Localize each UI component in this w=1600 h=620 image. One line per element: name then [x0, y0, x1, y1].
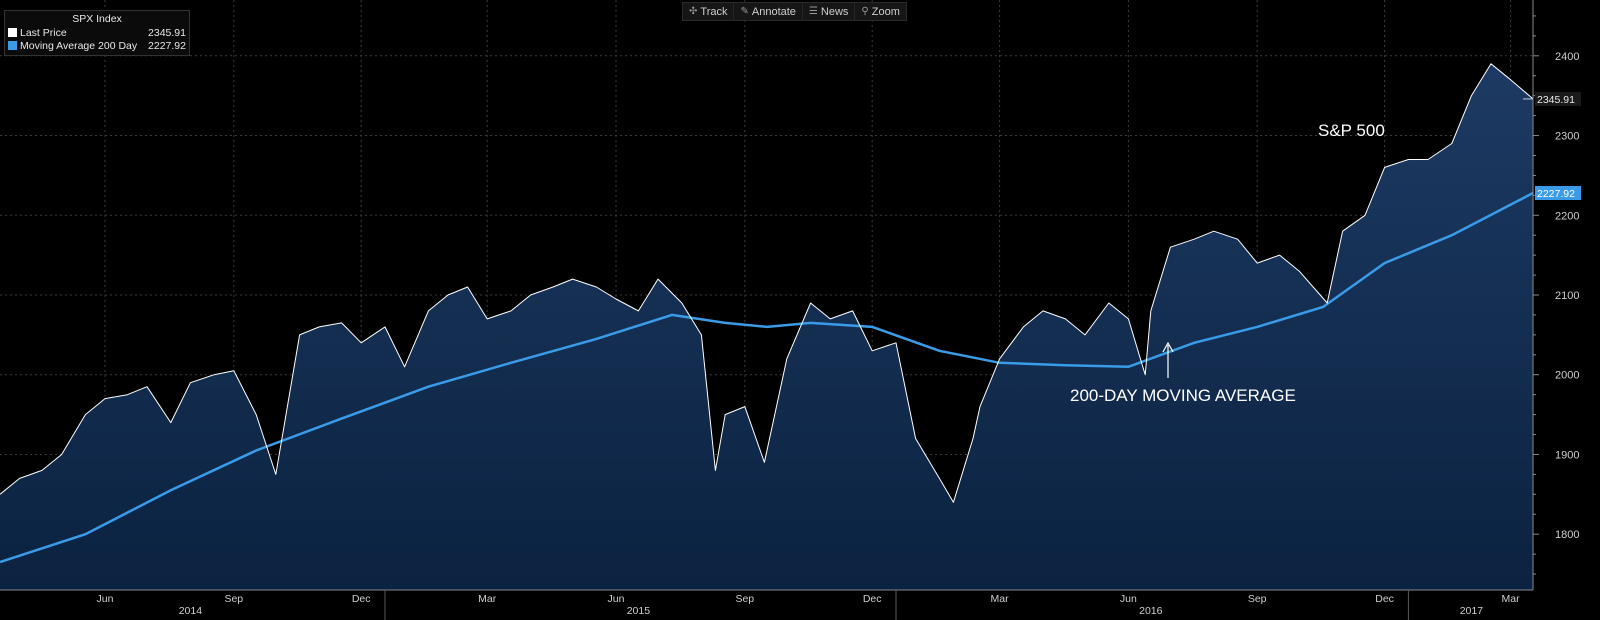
y-tick-label: 2100 — [1555, 290, 1579, 302]
legend-title: SPX Index — [72, 13, 122, 25]
moving-average-axis-label: 2227.92 — [1537, 188, 1575, 200]
price-area-fill — [0, 63, 1533, 591]
x-year-label: 2015 — [627, 605, 651, 617]
x-tick-label: Mar — [478, 593, 497, 605]
y-tick-label: 2000 — [1555, 370, 1579, 382]
x-tick-label: Sep — [224, 593, 243, 605]
news-icon: ☰ — [808, 6, 818, 17]
annotation-arrow — [1162, 341, 1174, 378]
chart-legend: SPX Index Last Price 2345.91 Moving Aver… — [4, 10, 190, 56]
pencil-icon: ✎ — [740, 6, 749, 17]
x-tick-label: Dec — [1375, 593, 1394, 605]
crosshair-icon: ✣ — [689, 6, 698, 17]
last-price-swatch — [8, 28, 17, 37]
x-tick-label: Mar — [991, 593, 1010, 605]
last-price-axis-label: 2345.91 — [1537, 94, 1575, 106]
last-price-axis-label-bg — [1535, 91, 1581, 106]
x-year-label: 2017 — [1460, 605, 1484, 617]
x-tick-label: Dec — [352, 593, 371, 605]
x-tick-label: Dec — [863, 593, 882, 605]
annotate-button[interactable]: ✎ Annotate — [734, 3, 803, 20]
news-button[interactable]: ☰ News — [803, 3, 856, 20]
x-year-label: 2014 — [179, 605, 203, 617]
moving-average-axis-label-bg — [1535, 186, 1581, 201]
x-tick-label: Mar — [1502, 593, 1521, 605]
moving-average-annotation: 200-DAY MOVING AVERAGE — [1070, 386, 1296, 405]
track-label: Track — [700, 5, 728, 18]
y-tick-label: 1800 — [1555, 529, 1579, 541]
legend-item-value: 2345.91 — [148, 26, 186, 39]
zoom-label: Zoom — [871, 5, 900, 18]
x-axis: Jun Sep Dec Mar Jun Sep Dec Mar Jun Sep Dec Mar 2014… — [0, 589, 1533, 620]
y-tick-label: 2400 — [1555, 51, 1579, 63]
x-tick-label: Jun — [97, 593, 114, 605]
x-tick-label: Jun — [608, 593, 625, 605]
legend-item-label: Last Price — [20, 26, 67, 39]
x-year-label: 2016 — [1139, 605, 1163, 617]
y-tick-label: 2200 — [1555, 210, 1579, 222]
moving-average-swatch — [8, 41, 17, 50]
magnifier-icon: ⚲ — [861, 6, 869, 17]
y-tick-label: 1900 — [1555, 449, 1579, 461]
chart-toolbar: ✣ Track ✎ Annotate ☰ News ⚲ Zoom — [682, 2, 907, 21]
moving-average-line[interactable] — [0, 191, 1534, 564]
y-axis: 1800 1900 2000 2100 2200 2300 2400 — [1532, 0, 1579, 590]
last-price-line[interactable] — [0, 63, 1534, 503]
track-button[interactable]: ✣ Track — [683, 3, 735, 20]
zoom-button[interactable]: ⚲ Zoom — [855, 3, 905, 20]
news-label: News — [820, 5, 849, 18]
x-tick-label: Jun — [1120, 593, 1137, 605]
y-tick-label: 2300 — [1555, 131, 1579, 143]
x-tick-label: Sep — [735, 593, 754, 605]
legend-item-moving-average[interactable]: Moving Average 200 Day 2227.92 — [8, 39, 186, 52]
legend-item-last-price[interactable]: Last Price 2345.91 — [8, 26, 186, 39]
legend-item-value: 2227.92 — [148, 39, 186, 52]
sp500-annotation: S&P 500 — [1318, 121, 1385, 140]
annotate-label: Annotate — [751, 5, 796, 18]
x-tick-label: Sep — [1248, 593, 1267, 605]
legend-item-label: Moving Average 200 Day — [20, 39, 138, 52]
